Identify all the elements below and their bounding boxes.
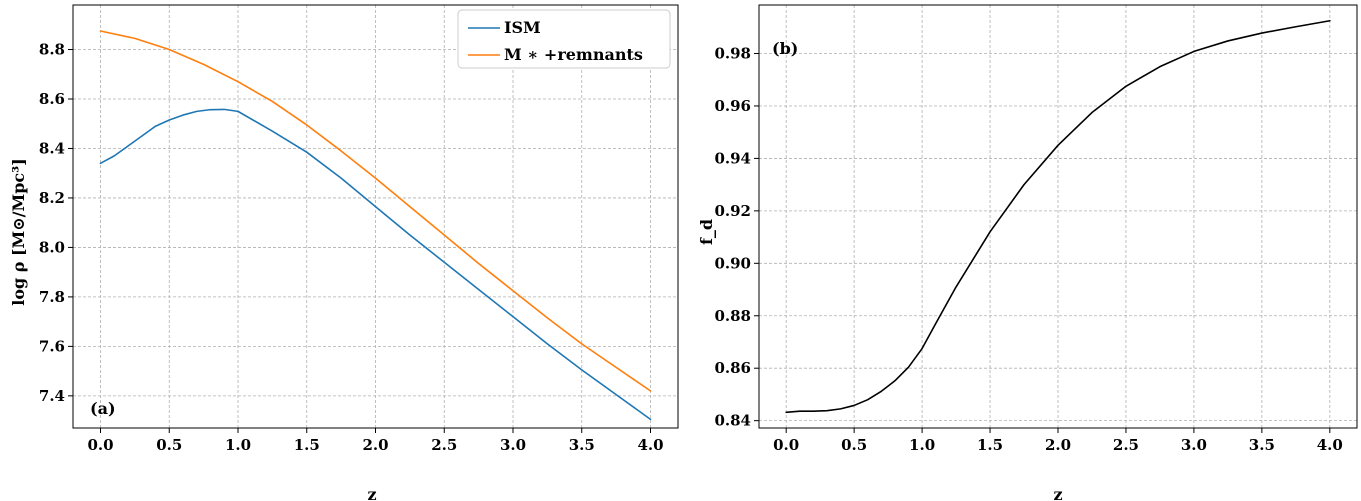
panel-b-y-ticks: 0.84 0.86 0.88 0.90 0.92 0.94 0.96 0.98	[714, 45, 759, 430]
panel-b-x-ticks: 0.0 0.5 1.0 1.5 2.0 2.5 3.0 3.5 4.0	[773, 428, 1343, 454]
series-line-0	[99, 108, 652, 421]
legend-box	[457, 9, 671, 69]
panel-b-label: (b)	[772, 39, 798, 58]
y-tick-label: 0.88	[714, 307, 751, 325]
x-tick-label: 3.5	[1249, 436, 1275, 454]
y-tick-label: 0.96	[714, 97, 751, 115]
legend: ISM M ∗ +remnants	[457, 9, 671, 69]
x-tick-label: 1.5	[977, 436, 1003, 454]
x-tick-label: 1.0	[909, 436, 935, 454]
panel-a-grid	[73, 5, 678, 428]
y-tick-label: 0.90	[714, 254, 751, 272]
x-tick-label: 0.5	[841, 436, 867, 454]
x-tick-label: 3.0	[1181, 436, 1207, 454]
panel-a-series	[99, 30, 652, 421]
y-tick-label: 8.6	[39, 90, 65, 108]
y-tick-label: 7.8	[39, 288, 65, 306]
panel-b-series	[785, 19, 1331, 414]
panel-a-y-axis-label: log ρ [M⊙/Mpc³]	[9, 158, 28, 305]
panel-b-grid	[759, 5, 1357, 428]
y-tick-label: 7.4	[39, 387, 65, 405]
x-tick-label: 2.0	[1045, 436, 1071, 454]
x-tick-label: 0.0	[773, 436, 799, 454]
x-tick-label: 0.0	[87, 436, 113, 454]
x-tick-label: 2.5	[431, 436, 457, 454]
y-tick-label: 8.2	[39, 189, 65, 207]
panel-b-y-axis-label: f_d	[697, 219, 716, 245]
series-line-0	[785, 19, 1331, 414]
x-tick-label: 4.0	[637, 436, 663, 454]
y-tick-label: 0.92	[714, 202, 751, 220]
x-tick-label: 3.0	[500, 436, 526, 454]
x-tick-label: 2.5	[1113, 436, 1139, 454]
x-tick-label: 0.5	[156, 436, 182, 454]
panel-b: 0.0 0.5 1.0 1.5 2.0 2.5 3.0 3.5 4.0 0.84 0.86 0.88…	[697, 4, 1358, 501]
y-tick-label: 7.6	[39, 337, 65, 355]
y-tick-label: 8.4	[39, 139, 65, 157]
panel-a-label: (a)	[90, 399, 116, 418]
y-tick-label: 8.8	[39, 41, 65, 59]
y-tick-label: 0.94	[714, 149, 751, 167]
panel-a-y-ticks: 7.4 7.6 7.8 8.0 8.2 8.4 8.6 8.8	[39, 41, 73, 405]
legend-entry-ism: ISM	[504, 18, 541, 37]
series-line-1	[99, 30, 652, 392]
panel-b-x-axis-label: z	[1053, 485, 1062, 501]
x-tick-label: 3.5	[569, 436, 595, 454]
panel-a-x-axis-label: z	[367, 485, 376, 501]
panel-a: 0.0 0.5 1.0 1.5 2.0 2.5 3.0 3.5 4.0 7.4 7.6 7.8 8.0…	[9, 4, 679, 501]
y-tick-label: 0.86	[714, 359, 751, 377]
x-tick-label: 2.0	[362, 436, 388, 454]
x-tick-label: 1.0	[225, 436, 251, 454]
x-tick-label: 4.0	[1317, 436, 1343, 454]
y-tick-label: 8.0	[39, 238, 65, 256]
legend-entry-remnants: M ∗ +remnants	[504, 45, 643, 64]
y-tick-label: 0.98	[714, 45, 751, 63]
x-tick-label: 1.5	[294, 436, 320, 454]
panel-a-x-ticks: 0.0 0.5 1.0 1.5 2.0 2.5 3.0 3.5 4.0	[87, 428, 664, 454]
y-tick-label: 0.84	[714, 412, 751, 430]
